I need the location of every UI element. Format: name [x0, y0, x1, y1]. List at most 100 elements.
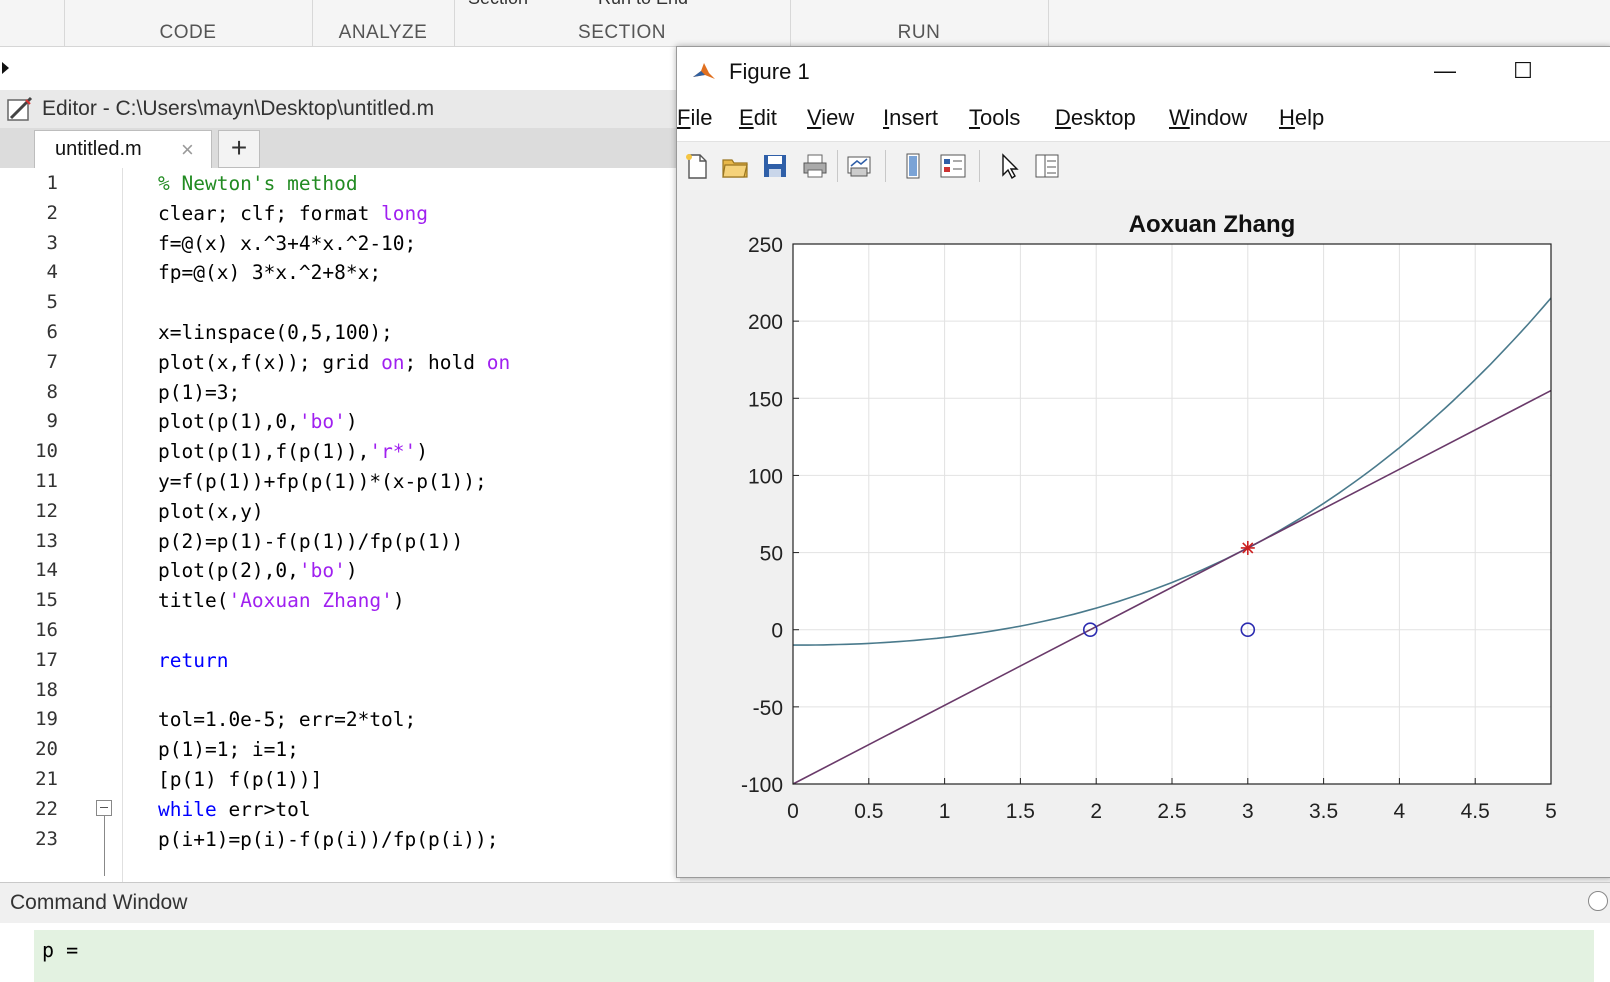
line-number: 21: [35, 768, 58, 790]
code-line[interactable]: y=f(p(1))+fp(p(1))*(x-p(1));: [158, 470, 487, 493]
editor-titlebar: Editor - C:\Users\mayn\Desktop\untitled.…: [0, 90, 680, 129]
save-icon[interactable]: [761, 152, 789, 180]
menu-help[interactable]: Help: [1279, 105, 1325, 130]
code-token: p(1)=1; i=1;: [158, 738, 299, 762]
series-curve: [793, 297, 1552, 646]
minimize-button[interactable]: —: [1434, 58, 1456, 83]
menu-edit[interactable]: Edit: [739, 105, 777, 130]
line-number: 14: [35, 559, 58, 582]
tab-close-icon[interactable]: ×: [181, 137, 194, 162]
menu-desktop[interactable]: Desktop: [1055, 105, 1136, 130]
property-inspector-icon[interactable]: [1033, 152, 1061, 180]
figure-titlebar: Figure 1 — ☐: [677, 47, 1610, 97]
pointer-arrow-icon[interactable]: [995, 152, 1023, 180]
code-token: ): [345, 559, 358, 583]
menu-window[interactable]: Window: [1169, 105, 1248, 130]
line-number: 10: [35, 440, 58, 463]
code-editor[interactable]: 1 2 3 4 5 6 7 8 9 10 11 12 13 14 15 16 17 18 19 20 21 22 23 % …: [0, 168, 680, 882]
section-label-code: CODE: [159, 22, 217, 43]
editor-pencil-icon: [7, 96, 33, 121]
menu-insert[interactable]: Insert: [883, 105, 939, 130]
menu-file[interactable]: File: [677, 105, 713, 130]
new-figure-icon[interactable]: [683, 152, 711, 180]
code-line[interactable]: % Newton's method: [158, 172, 358, 195]
line-number: 15: [35, 589, 58, 612]
code-line[interactable]: p(2)=p(1)-f(p(1))/fp(p(1)): [158, 530, 463, 553]
collapse-icon[interactable]: [1588, 891, 1608, 911]
line-number: 8: [46, 380, 58, 403]
menu-view[interactable]: View: [807, 105, 855, 130]
y-tick-label: 150: [748, 388, 783, 411]
marker-star: [1240, 540, 1255, 555]
toolstrip: CODE ANALYZE Section Run to End SECTION …: [0, 0, 1610, 47]
legend-icon[interactable]: [939, 152, 967, 180]
line-number: 23: [35, 827, 58, 850]
menu-tools[interactable]: Tools: [969, 105, 1021, 130]
colorbar-icon[interactable]: [899, 152, 927, 180]
x-tick-label: 3.5: [1309, 800, 1338, 823]
chart[interactable]: 0 0.5 1 1.5 2 2.5 3 3.5 4 4.5 5 250 200 150 100 50 0 -50 -…: [677, 190, 1610, 876]
line-number: 7: [46, 350, 58, 373]
code-line[interactable]: plot(x,y): [158, 500, 264, 523]
code-line[interactable]: while err>tol: [158, 798, 311, 821]
code-token: plot(p(1),f(p(1)),: [158, 440, 370, 464]
code-line[interactable]: title('Aoxuan Zhang'): [158, 589, 405, 612]
series-tangent-line: [792, 389, 1552, 785]
section-label-run: RUN: [897, 22, 941, 43]
run-to-end-button[interactable]: Run to End: [598, 0, 688, 9]
fold-toggle-icon[interactable]: [96, 800, 112, 816]
axes-box: [792, 243, 1552, 785]
line-number: 3: [46, 231, 58, 254]
line-number: 11: [35, 470, 58, 492]
plot-area[interactable]: 0 0.5 1 1.5 2 2.5 3 3.5 4 4.5 5 250 200 150 100 50 0 -50 -…: [677, 190, 1610, 876]
code-line[interactable]: plot(p(2),0,'bo'): [158, 559, 358, 582]
line-number: 22: [35, 797, 58, 820]
figure-toolbar: [677, 141, 1610, 191]
link-plot-icon[interactable]: [845, 152, 873, 180]
x-tick-label: 3: [1242, 800, 1254, 823]
code-token: tol=1.0e-5; err=2*tol;: [158, 708, 417, 732]
toolstrip-group-analyze: ANALYZE: [312, 0, 455, 46]
code-line[interactable]: p(1)=1; i=1;: [158, 738, 299, 761]
tab-untitled[interactable]: untitled.m ×: [34, 130, 212, 169]
code-token: [p(1) f(p(1))]: [158, 768, 323, 791]
x-tick-label: 4: [1394, 800, 1406, 823]
code-token: p(2)=p(1)-f(p(1))/fp(p(1)): [158, 529, 464, 553]
x-tick-label: 0.5: [854, 800, 883, 823]
open-folder-icon[interactable]: [721, 152, 749, 180]
code-token: long: [381, 201, 429, 225]
x-tick-label: 1: [939, 800, 951, 823]
code-token: on: [486, 350, 511, 374]
code-token: p(i+1)=p(i)-f(p(i))/fp(p(i));: [158, 827, 499, 851]
code-line[interactable]: tol=1.0e-5; err=2*tol;: [158, 708, 416, 731]
expand-arrow-icon[interactable]: [2, 62, 9, 74]
code-line[interactable]: [p(1) f(p(1))]: [158, 768, 322, 791]
code-line[interactable]: f=@(x) x.^3+4*x.^2-10;: [158, 232, 416, 255]
code-line[interactable]: return: [158, 649, 228, 672]
command-output-text: p =: [42, 938, 79, 962]
code-line[interactable]: x=linspace(0,5,100);: [158, 321, 393, 344]
line-number: 1: [46, 172, 58, 194]
command-window-title: Command Window: [10, 891, 188, 914]
section-button[interactable]: Section: [468, 0, 528, 9]
new-tab-button[interactable]: +: [218, 130, 260, 168]
code-token: 'bo': [298, 410, 346, 434]
code-line[interactable]: clear; clf; format long: [158, 202, 428, 225]
code-token: plot(p(2),0,: [158, 559, 299, 583]
code-token: plot(p(1),0,: [158, 410, 299, 434]
maximize-button[interactable]: ☐: [1513, 58, 1533, 83]
code-token: on: [381, 350, 405, 374]
section-label-section: SECTION: [578, 22, 666, 43]
code-line[interactable]: p(i+1)=p(i)-f(p(i))/fp(p(i));: [158, 828, 498, 851]
marker-circle: [1240, 622, 1256, 638]
toolstrip-group-file: [0, 0, 65, 46]
code-line[interactable]: p(1)=3;: [158, 381, 240, 404]
code-line[interactable]: plot(p(1),f(p(1)),'r*'): [158, 440, 428, 463]
code-line[interactable]: plot(x,f(x)); grid on; hold on: [158, 351, 510, 374]
code-token: % Newton's method: [158, 172, 358, 195]
code-line[interactable]: fp=@(x) 3*x.^2+8*x;: [158, 261, 381, 284]
command-window-titlebar: Command Window: [0, 882, 1610, 924]
print-icon[interactable]: [801, 152, 829, 180]
line-number: 2: [46, 201, 58, 224]
code-line[interactable]: plot(p(1),0,'bo'): [158, 410, 358, 433]
